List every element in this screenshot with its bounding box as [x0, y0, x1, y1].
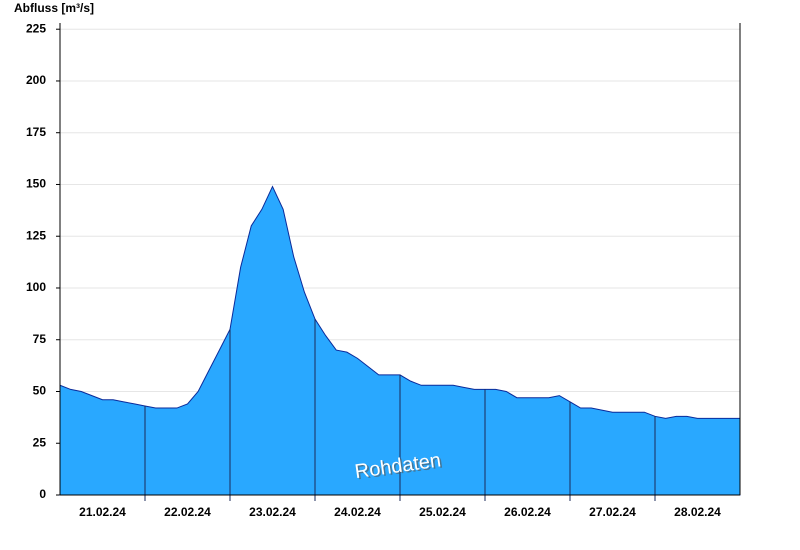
- y-tick-label: 25: [33, 435, 47, 449]
- y-tick-label: 200: [26, 73, 46, 87]
- x-tick-label: 25.02.24: [419, 505, 466, 519]
- y-axis-label: Abfluss [m³/s]: [14, 1, 94, 15]
- y-tick-label: 0: [39, 487, 46, 501]
- x-tick-label: 23.02.24: [249, 505, 296, 519]
- y-tick-label: 150: [26, 177, 46, 191]
- x-tick-label: 26.02.24: [504, 505, 551, 519]
- x-tick-label: 24.02.24: [334, 505, 381, 519]
- y-tick-label: 50: [33, 384, 47, 398]
- x-tick-label: 28.02.24: [674, 505, 721, 519]
- x-tick-label: 21.02.24: [79, 505, 126, 519]
- y-tick-label: 175: [26, 125, 46, 139]
- y-tick-label: 100: [26, 280, 46, 294]
- y-tick-label: 75: [33, 332, 47, 346]
- y-tick-label: 225: [26, 21, 46, 35]
- x-tick-label: 22.02.24: [164, 505, 211, 519]
- x-tick-label: 27.02.24: [589, 505, 636, 519]
- y-tick-label: 125: [26, 228, 46, 242]
